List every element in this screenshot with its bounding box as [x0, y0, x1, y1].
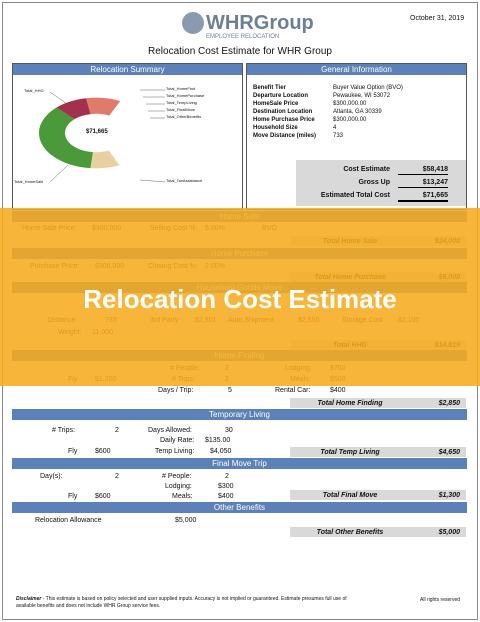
field: Fly: [68, 448, 78, 455]
field: $600: [95, 448, 111, 455]
section-heading: Other Benefits: [12, 502, 467, 513]
info-value: 733: [333, 133, 344, 139]
disclaimer-label: Disclaimer: [16, 596, 42, 602]
section-heading: Temporary Living: [12, 409, 467, 420]
field: $400: [330, 387, 346, 394]
field: Temp Living:: [155, 448, 195, 455]
donut-label: Total_HomePurchase: [166, 93, 205, 98]
segment: [39, 97, 153, 169]
field: Fly: [68, 493, 78, 500]
summary-heading: Relocation Summary: [13, 64, 242, 75]
info-label: Move Distance (miles): [253, 133, 317, 139]
info-value: $300,000.00: [333, 101, 367, 107]
donut-label: Total_FinalMove: [166, 107, 196, 112]
field: Daily Rate:: [160, 437, 195, 444]
info-value: 4: [333, 125, 337, 131]
field: 2: [115, 427, 119, 434]
total-label: Total Final Move: [322, 492, 378, 499]
segment: [39, 97, 153, 169]
info-value: Pewaukee, WI 53072: [333, 93, 391, 99]
field: Relocation Allowance: [35, 517, 102, 524]
donut-label: Total_TempLiving: [166, 100, 197, 105]
field: # People:: [162, 473, 192, 480]
banner-text: Relocation Cost Estimate: [83, 284, 397, 314]
estimate-label: Estimated Total Cost: [320, 192, 390, 199]
total-label: Total Temp Living: [320, 449, 380, 456]
field: # Trips:: [52, 427, 75, 434]
field: Days Allowed:: [148, 427, 192, 434]
section-heading: Final Move Trip: [12, 458, 467, 469]
estimate-label: Cost Estimate: [343, 166, 390, 173]
info-value: Buyer Value Option (BVO): [333, 85, 403, 91]
donut-label: Total_HHG: [24, 88, 44, 93]
field: 2: [115, 473, 119, 480]
field: Lodging:: [165, 483, 192, 490]
segment: [39, 97, 153, 169]
banner: [0, 208, 480, 386]
field: $400: [218, 493, 234, 500]
field: Rental Car:: [275, 387, 311, 394]
total-label: Total Other Benefits: [316, 529, 384, 536]
total-box: [290, 398, 466, 408]
field: $600: [95, 493, 111, 500]
field: 5: [228, 387, 232, 394]
general-heading: General Information: [247, 64, 466, 75]
total-box: [290, 490, 466, 500]
donut-center: $71,665: [86, 129, 108, 135]
field: Meals:: [172, 493, 193, 500]
estimate-value: $71,665: [398, 191, 448, 202]
total-label: Total Home Finding: [317, 400, 383, 407]
donut-label: Total_TaxAssistance: [166, 178, 203, 183]
field: $135.00: [205, 437, 231, 444]
info-label: Departure Location: [253, 93, 309, 99]
field: Days / Trip:: [158, 387, 194, 394]
total-value: $4,650: [438, 449, 460, 456]
total-value: $2,850: [438, 400, 460, 407]
field: 2: [225, 473, 229, 480]
estimate-value: $13,247: [398, 178, 448, 188]
info-label: HomeSale Price: [253, 101, 299, 107]
info-value: $300,000.00: [333, 117, 367, 123]
info-value: Atlanta, GA 30339: [333, 109, 382, 115]
disclaimer: Disclaimer - This estimate is based on p…: [16, 596, 356, 610]
logo-tagline: EMPLOYEE RELOCATION: [206, 34, 280, 40]
rights: All rights reserved: [420, 597, 461, 603]
field: $300: [218, 483, 234, 490]
estimate-value: $58,418: [398, 165, 448, 175]
info-label: Household Size: [253, 125, 298, 131]
estimate-label: Gross Up: [358, 179, 390, 186]
donut-label: Total_OtherBenefits: [166, 114, 202, 119]
field: $4,050: [210, 448, 232, 455]
logo-icon: [182, 12, 204, 34]
total-box: [290, 447, 466, 457]
total-value: $1,300: [438, 492, 460, 499]
total-value: $5,000: [438, 529, 460, 536]
title: Relocation Cost Estimate for WHR Group: [148, 46, 332, 57]
info-label: Home Purchase Price: [253, 117, 315, 123]
info-label: Benefit Tier: [253, 85, 286, 91]
logo: WHRGroup: [206, 12, 314, 34]
donut-label: Total_HomeSale: [14, 179, 44, 184]
date: October 31, 2019: [410, 15, 465, 22]
info-label: Destination Location: [253, 109, 313, 115]
disclaimer-text: - This estimate is based on policy selec…: [16, 596, 347, 609]
donut-label: Total_HomeFind: [166, 86, 196, 91]
field: Day(s):: [40, 473, 63, 480]
total-box: [290, 527, 466, 537]
field: 30: [225, 427, 233, 434]
estimate-box: [296, 160, 466, 206]
field: $5,000: [175, 517, 197, 524]
